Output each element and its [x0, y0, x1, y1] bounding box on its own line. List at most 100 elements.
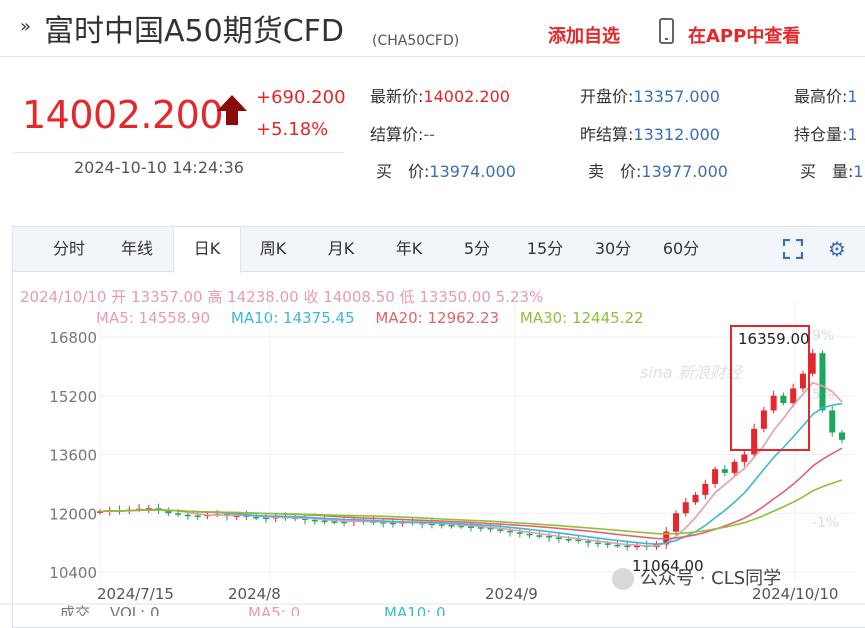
- tab-15min[interactable]: 15分: [526, 239, 564, 258]
- candle-body: [692, 494, 699, 503]
- candle-body: [809, 353, 816, 374]
- xtick-label: 2024/8: [228, 585, 281, 603]
- divider: [14, 152, 344, 153]
- wechat-watermark: 公众号 · CLS同学: [612, 564, 781, 590]
- price-change-pct: +5.18%: [256, 119, 329, 140]
- up-arrow-icon: [217, 95, 247, 125]
- ytick-label: 13600: [49, 447, 97, 465]
- candle-body: [516, 532, 523, 534]
- quote-time: 2024-10-10 14:24:36: [74, 158, 244, 177]
- tab-intraday[interactable]: 分时: [52, 239, 85, 258]
- candle-body: [487, 527, 494, 530]
- volume-label: 成交: [60, 604, 90, 616]
- candle-body: [184, 514, 191, 517]
- candle-body: [770, 395, 777, 411]
- candle-body: [389, 522, 396, 525]
- field-last: 最新价:14002.200: [370, 87, 510, 106]
- sina-watermark: sina 新浪财经: [640, 363, 744, 382]
- candle-body: [614, 544, 621, 547]
- candle-body: [321, 520, 328, 523]
- price-change: +690.200: [256, 87, 346, 108]
- candle-body: [341, 521, 348, 524]
- candle-body: [604, 543, 611, 545]
- field-settle: 结算价:--: [370, 125, 435, 144]
- ma30-line: [99, 479, 843, 535]
- candle-body: [819, 353, 826, 411]
- candle-body: [477, 527, 484, 529]
- xtick-label: 2024/7/15: [97, 585, 174, 603]
- volume-label: MA10: 0: [384, 604, 446, 616]
- ytick-label: 10400: [49, 564, 97, 582]
- ytick-label: 16800: [49, 329, 97, 347]
- candle-body: [428, 523, 435, 526]
- tab-60min[interactable]: 60分: [662, 239, 700, 258]
- add-favorite-button[interactable]: 添加自选: [548, 26, 620, 47]
- candle-body: [194, 515, 201, 517]
- xtick-label: 2024/10/10: [752, 585, 838, 603]
- candle-body: [594, 542, 601, 545]
- candle-body: [448, 525, 455, 527]
- ma20-value: MA20: 12962.23: [375, 309, 500, 327]
- field-prev-settle: 昨结算:13312.000: [580, 125, 720, 144]
- candle-body: [546, 536, 553, 538]
- field-open-interest: 持仓量:1: [794, 125, 858, 144]
- candle-body: [839, 432, 845, 440]
- gear-icon[interactable]: ⚙: [828, 237, 846, 261]
- ma5-line: [99, 381, 843, 547]
- candle-body: [311, 519, 318, 522]
- candle-body: [458, 525, 465, 528]
- tab-year-line[interactable]: 年线: [120, 239, 153, 258]
- tab-30min[interactable]: 30分: [594, 239, 632, 258]
- last-price: 14002.200: [22, 93, 224, 137]
- candle-body: [790, 388, 797, 404]
- tab-5min[interactable]: 5分: [463, 239, 491, 258]
- ytick-label: 15200: [49, 388, 97, 406]
- tab-monthly-k[interactable]: 月K: [327, 239, 355, 258]
- ma10-value: MA10: 14375.45: [230, 309, 355, 327]
- candle-body: [380, 522, 387, 524]
- fullscreen-icon[interactable]: [783, 239, 803, 259]
- tab-yearly-k[interactable]: 年K: [395, 239, 423, 258]
- candle-body: [438, 524, 445, 526]
- tab-daily-k[interactable]: 日K: [173, 227, 241, 273]
- candle-body: [682, 502, 689, 514]
- candle-body: [468, 526, 474, 528]
- chevron-right-icon: »: [20, 16, 32, 37]
- quote-panel: 14002.200 +690.200 +5.18% 2024-10-10 14:…: [0, 57, 865, 187]
- header: » 富时中国A50期货CFD (CHA50CFD) 添加自选 在APP中查看: [0, 0, 865, 57]
- ytick-label: 12000: [49, 505, 97, 523]
- xtick-label: 2024/9: [485, 585, 538, 603]
- field-open: 开盘价:13357.000: [580, 87, 720, 106]
- candle-body: [497, 529, 504, 531]
- chart-panel: 分时 年线 日K 周K 月K 年K 5分 15分 30分 60分 ⚙: [12, 226, 865, 628]
- tab-weekly-k[interactable]: 周K: [259, 239, 287, 258]
- period-tabs: 分时 年线 日K 周K 月K 年K 5分 15分 30分 60分 ⚙: [13, 227, 865, 273]
- candle-body: [731, 461, 738, 473]
- field-bid-vol: 买 量:1: [800, 162, 864, 181]
- annotation-high: 16359.00: [738, 330, 810, 348]
- field-ask: 卖 价:13977.000: [588, 162, 728, 181]
- candle-body: [262, 517, 269, 520]
- volume-label: VOL: 0: [110, 604, 160, 616]
- field-bid: 买 价:13974.000: [376, 162, 516, 181]
- candle-body: [633, 545, 640, 548]
- candle-body: [302, 518, 309, 520]
- candle-body: [741, 454, 748, 462]
- highlight-box: [730, 325, 810, 451]
- phone-icon[interactable]: [659, 18, 674, 44]
- ma-readout: MA5: 14558.90 MA10: 14375.45 MA20: 12962…: [96, 309, 660, 327]
- candle-body: [585, 541, 592, 543]
- candle-body: [555, 537, 562, 539]
- candle-body: [97, 511, 103, 513]
- candle-body: [165, 510, 172, 514]
- candle-body: [721, 469, 728, 473]
- candle-body: [751, 428, 758, 455]
- view-in-app-button[interactable]: 在APP中查看: [688, 26, 801, 47]
- ohlc-readout: 2024/10/10 开 13357.00 高 14238.00 收 14008…: [20, 288, 544, 306]
- page-title: 富时中国A50期货CFD: [44, 14, 344, 49]
- volume-label: MA5: 0: [248, 604, 300, 616]
- ma30-value: MA30: 12445.22: [519, 309, 644, 327]
- candle-body: [536, 535, 543, 537]
- candle-body: [507, 530, 514, 533]
